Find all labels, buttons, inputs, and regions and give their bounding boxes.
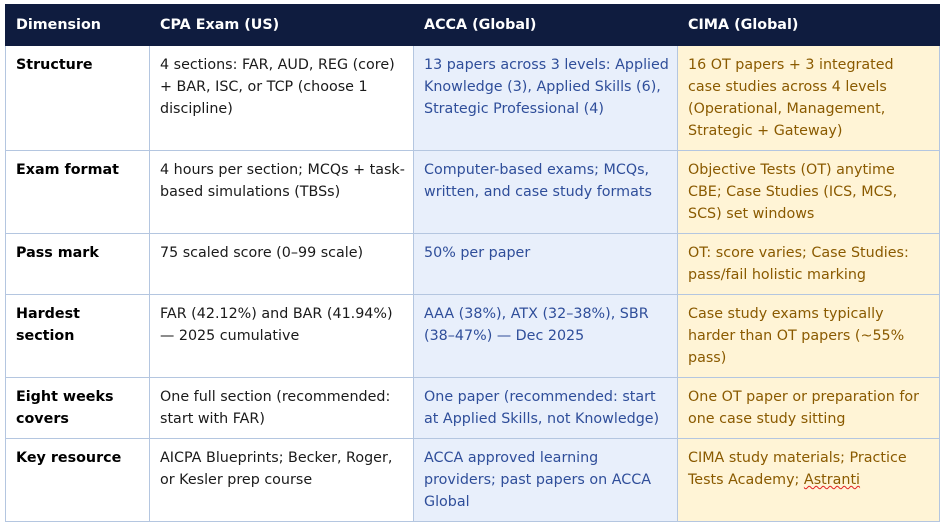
cima-cell: Objective Tests (OT) anytime CBE; Case S… bbox=[677, 150, 940, 234]
acca-cell: AAA (38%), ATX (32–38%), SBR (38–47%) — … bbox=[413, 294, 678, 378]
table-row: Exam format 4 hours per section; MCQs + … bbox=[5, 150, 940, 234]
acca-cell: One paper (recommended: start at Applied… bbox=[413, 377, 678, 439]
header-cpa: CPA Exam (US) bbox=[149, 4, 414, 46]
cpa-cell: FAR (42.12%) and BAR (41.94%) — 2025 cum… bbox=[149, 294, 414, 378]
cima-cell: OT: score varies; Case Studies: pass/fai… bbox=[677, 233, 940, 295]
acca-cell: Computer-based exams; MCQs, written, and… bbox=[413, 150, 678, 234]
spellcheck-flagged-word[interactable]: Astranti bbox=[803, 472, 861, 488]
cpa-cell: 75 scaled score (0–99 scale) bbox=[149, 233, 414, 295]
header-acca: ACCA (Global) bbox=[413, 4, 678, 46]
table-header: Dimension CPA Exam (US) ACCA (Global) CI… bbox=[5, 4, 940, 46]
table-row: Structure 4 sections: FAR, AUD, REG (cor… bbox=[5, 45, 940, 151]
dimension-cell: Structure bbox=[5, 45, 150, 151]
dimension-cell: Exam format bbox=[5, 150, 150, 234]
cpa-cell: 4 sections: FAR, AUD, REG (core) + BAR, … bbox=[149, 45, 414, 151]
header-dimension: Dimension bbox=[5, 4, 150, 46]
cpa-cell: 4 hours per section; MCQs + task-based s… bbox=[149, 150, 414, 234]
table-body: Structure 4 sections: FAR, AUD, REG (cor… bbox=[5, 45, 940, 522]
acca-cell: ACCA approved learning providers; past p… bbox=[413, 438, 678, 522]
dimension-cell: Hardest section bbox=[5, 294, 150, 378]
cima-resource-text: CIMA study materials; Practice Tests Aca… bbox=[688, 450, 907, 488]
cima-cell: Case study exams typically harder than O… bbox=[677, 294, 940, 378]
table-row: Pass mark 75 scaled score (0–99 scale) 5… bbox=[5, 233, 940, 295]
cpa-cell: One full section (recommended: start wit… bbox=[149, 377, 414, 439]
header-row: Dimension CPA Exam (US) ACCA (Global) CI… bbox=[5, 4, 940, 46]
comparison-table: Dimension CPA Exam (US) ACCA (Global) CI… bbox=[5, 4, 940, 522]
dimension-cell: Pass mark bbox=[5, 233, 150, 295]
dimension-cell: Eight weeks covers bbox=[5, 377, 150, 439]
cima-cell: One OT paper or preparation for one case… bbox=[677, 377, 940, 439]
header-cima: CIMA (Global) bbox=[677, 4, 940, 46]
table-row: Hardest section FAR (42.12%) and BAR (41… bbox=[5, 294, 940, 378]
cima-cell: CIMA study materials; Practice Tests Aca… bbox=[677, 438, 940, 522]
cpa-cell: AICPA Blueprints; Becker, Roger, or Kesl… bbox=[149, 438, 414, 522]
table-row: Key resource AICPA Blueprints; Becker, R… bbox=[5, 438, 940, 522]
cima-cell: 16 OT papers + 3 integrated case studies… bbox=[677, 45, 940, 151]
acca-cell: 13 papers across 3 levels: Applied Knowl… bbox=[413, 45, 678, 151]
acca-cell: 50% per paper bbox=[413, 233, 678, 295]
dimension-cell: Key resource bbox=[5, 438, 150, 522]
table-row: Eight weeks covers One full section (rec… bbox=[5, 377, 940, 439]
